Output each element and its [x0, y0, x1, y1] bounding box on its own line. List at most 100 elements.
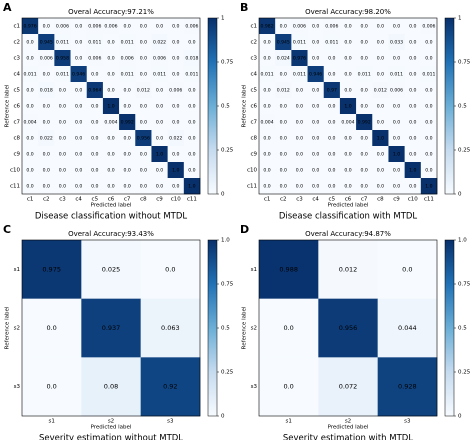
colorbar-tick-label: 1.0: [458, 238, 467, 244]
cell: [151, 178, 168, 195]
y-axis-label: Reference label: [242, 84, 248, 127]
x-tick-label: c4: [75, 197, 82, 203]
y-tick-label: c5: [250, 88, 257, 94]
cell: [275, 50, 292, 67]
cell: [372, 162, 389, 179]
cell-label: 0.0: [172, 72, 179, 78]
cell-label: 0.0: [124, 136, 131, 142]
cell-label: 0.0: [409, 136, 416, 142]
cell-label: 0.0: [124, 104, 131, 110]
y-axis-label: Reference label: [5, 306, 11, 349]
x-axis-label: Predicted label: [328, 425, 369, 431]
cell-label: 0.025: [102, 265, 121, 273]
cell: [135, 98, 152, 115]
cell: [22, 66, 39, 83]
colorbar-tick-label: 0.5: [221, 104, 230, 110]
cell-label: 0.011: [185, 72, 198, 78]
cell-label: 0.0: [393, 104, 400, 110]
x-tick-label: c9: [156, 197, 163, 203]
cell-label: 0.0: [344, 184, 351, 190]
cell-label: 0.0: [75, 120, 82, 126]
cell: [151, 18, 168, 35]
cell-label: 0.0: [107, 184, 114, 190]
cell-label: 0.0: [188, 104, 195, 110]
cell-label: 0.0: [425, 120, 432, 126]
cell: [356, 82, 373, 99]
cell: [388, 146, 405, 163]
x-tick-label: c4: [312, 197, 319, 203]
cell-label: 0.004: [261, 120, 274, 126]
colorbar-tick-label: 0.25: [221, 148, 234, 154]
cell: [356, 146, 373, 163]
cell-label: 0.0: [140, 24, 147, 30]
cell-label: 0.006: [422, 24, 435, 30]
x-tick-label: c11: [187, 197, 197, 203]
cell-label: 0.0: [280, 72, 287, 78]
cell: [259, 130, 276, 147]
cell: [356, 114, 373, 131]
cell: [388, 82, 405, 99]
cell-label: 0.011: [56, 72, 69, 78]
cell-label: 0.0: [59, 104, 66, 110]
cell-label: 0.0: [172, 40, 179, 46]
cell-label: 1.0: [393, 152, 400, 158]
cell: [38, 178, 55, 195]
x-tick-label: c6: [108, 197, 115, 203]
colorbar-tick-label: 0.5: [458, 326, 467, 332]
cell-label: 0.0: [296, 168, 303, 174]
cell-label: 0.0: [124, 152, 131, 158]
cell: [388, 178, 405, 195]
cell: [388, 34, 405, 51]
colorbar-tick-label: 0: [458, 192, 462, 198]
cell: [372, 130, 389, 147]
cell-label: 0.992: [121, 120, 134, 126]
cell-label: 0.0: [296, 120, 303, 126]
cell: [307, 82, 325, 99]
cell-label: 0.0: [361, 104, 368, 110]
cell: [356, 66, 373, 83]
cell: [420, 34, 438, 51]
cell-label: 0.976: [24, 24, 37, 30]
cell-label: 0.0: [361, 136, 368, 142]
cell-label: 0.011: [121, 72, 134, 78]
cell: [291, 130, 308, 147]
cell: [86, 146, 104, 163]
cell-label: 0.0: [59, 120, 66, 126]
cell-label: 0.0: [283, 324, 293, 332]
cell: [307, 146, 325, 163]
cell-label: 0.937: [102, 324, 121, 332]
cell-label: 0.006: [185, 24, 198, 30]
cell-label: 0.011: [153, 72, 166, 78]
cell: [372, 34, 389, 51]
cell: [151, 50, 168, 67]
cell-label: 0.0: [377, 184, 384, 190]
cell: [318, 298, 378, 358]
cell: [167, 50, 185, 67]
cell-label: 0.0: [124, 88, 131, 94]
cell-label: 0.0: [188, 88, 195, 94]
y-tick-label: c1: [250, 24, 257, 30]
cell: [86, 130, 104, 147]
y-axis-label: Reference label: [5, 84, 11, 127]
cell-label: 1.0: [344, 104, 351, 110]
cell: [339, 18, 357, 35]
cell: [22, 178, 39, 195]
cell-label: 0.0: [188, 136, 195, 142]
cell-label: 0.0: [263, 104, 270, 110]
cell: [54, 34, 71, 51]
cell-label: 0.0: [75, 40, 82, 46]
cell: [404, 82, 422, 99]
cell: [151, 66, 168, 83]
cell: [420, 66, 438, 83]
y-tick-label: c10: [10, 168, 21, 174]
cell: [339, 82, 357, 99]
cell-label: 0.011: [358, 72, 371, 78]
cell-label: 0.0: [296, 136, 303, 142]
cell-label: 0.0: [263, 56, 270, 62]
cell: [167, 130, 185, 147]
cell-label: 0.006: [40, 56, 53, 62]
cell: [356, 18, 373, 35]
cell-label: 1.0: [156, 152, 163, 158]
cell-label: 0.0: [59, 168, 66, 174]
cell: [183, 162, 201, 179]
